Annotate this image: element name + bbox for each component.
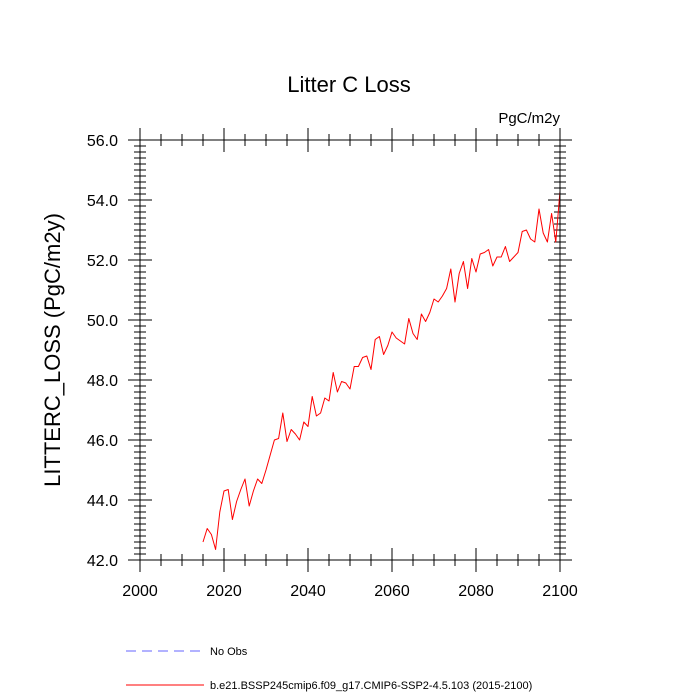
axis-ticks (128, 128, 572, 572)
series-lines (202, 190, 561, 550)
x-tick-labels: 2000 2020 2040 2060 2080 2100 (122, 583, 578, 600)
y-tick-labels: 42.0 44.0 46.0 48.0 50.0 52.0 54.0 56.0 (87, 133, 118, 570)
units-label: PgC/m2y (498, 110, 560, 127)
x-tick-label: 2020 (206, 583, 242, 600)
y-tick-label: 54.0 (87, 193, 118, 210)
x-tick-label: 2000 (122, 583, 158, 600)
legend: No Obs b.e21.BSSP245cmip6.f09_g17.CMIP6-S… (126, 646, 532, 692)
y-tick-label: 44.0 (87, 493, 118, 510)
y-tick-label: 42.0 (87, 553, 118, 570)
y-tick-label: 50.0 (87, 313, 118, 330)
y-tick-label: 48.0 (87, 373, 118, 390)
legend-label-1: b.e21.BSSP245cmip6.f09_g17.CMIP6-SSP2-4.… (210, 680, 532, 692)
x-tick-label: 2040 (290, 583, 326, 600)
x-tick-label: 2060 (374, 583, 410, 600)
x-tick-label: 2080 (458, 583, 494, 600)
y-axis-label: LITTERC_LOSS (PgC/m2y) (40, 213, 65, 487)
series-line-1 (202, 190, 561, 550)
chart-title: Litter C Loss (287, 72, 411, 97)
y-tick-label: 56.0 (87, 133, 118, 150)
plot-frame (139, 139, 561, 561)
x-tick-label: 2100 (542, 583, 578, 600)
y-tick-label: 52.0 (87, 253, 118, 270)
y-tick-label: 46.0 (87, 433, 118, 450)
legend-label-0: No Obs (210, 646, 248, 658)
